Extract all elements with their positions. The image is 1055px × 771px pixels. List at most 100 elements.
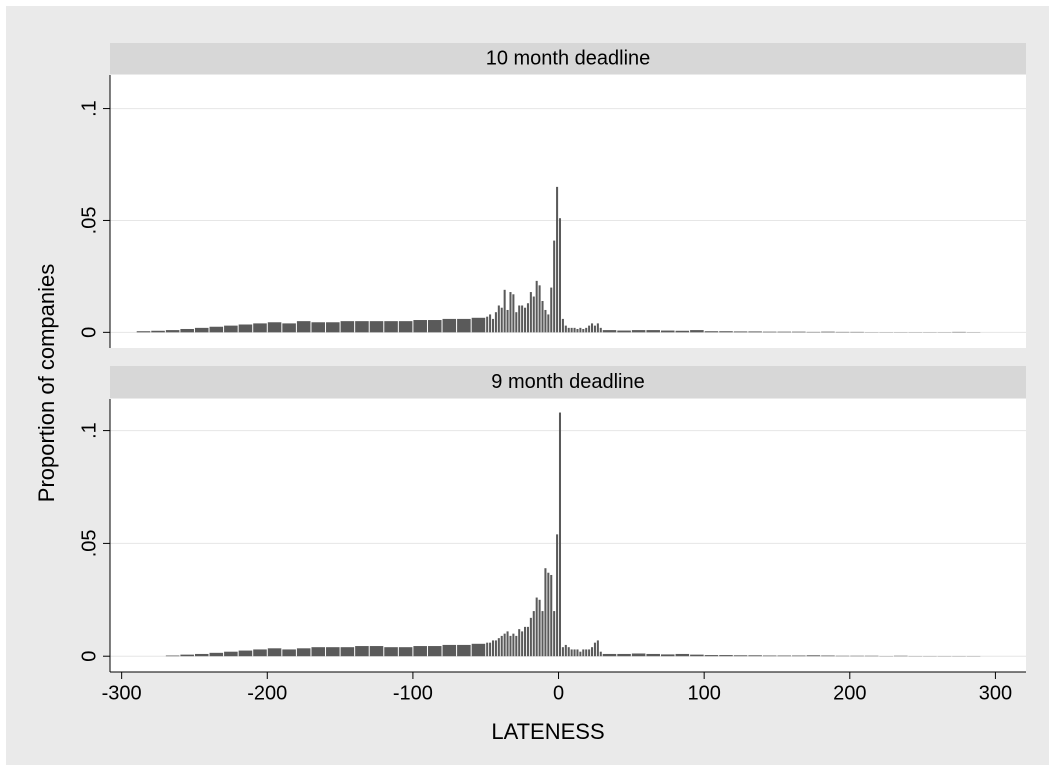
bar: [340, 647, 355, 657]
x-tick-label: 200: [833, 682, 866, 704]
bar: [296, 321, 311, 333]
bar: [675, 330, 690, 333]
bar: [326, 647, 340, 657]
y-tick-label: .05: [78, 207, 100, 235]
bar: [457, 644, 471, 657]
bar: [576, 328, 579, 333]
bar: [398, 647, 413, 657]
bar: [532, 611, 535, 657]
bar: [558, 412, 562, 657]
x-tick-label: 100: [687, 682, 720, 704]
y-tick-label: .1: [78, 422, 100, 439]
bar: [267, 648, 282, 657]
bar: [209, 652, 224, 657]
bar: [326, 322, 340, 333]
bar: [596, 640, 599, 657]
panel-title: 10 month deadline: [486, 47, 651, 69]
bar: [136, 331, 151, 333]
bar: [704, 331, 719, 333]
bar: [538, 599, 541, 657]
bar: [442, 318, 457, 333]
bar: [526, 303, 529, 333]
bar: [224, 651, 238, 657]
bar: [489, 642, 492, 657]
bar: [588, 649, 591, 657]
y-axis-label: Proportion of companies: [34, 264, 59, 502]
bar: [491, 640, 495, 657]
bar: [521, 631, 524, 657]
bar: [573, 327, 576, 333]
bar: [564, 325, 567, 333]
bar: [582, 328, 585, 333]
bar: [509, 635, 512, 657]
bar: [675, 653, 690, 657]
bar: [369, 321, 384, 333]
bar: [311, 322, 326, 333]
bar: [282, 649, 296, 657]
bar: [553, 240, 556, 333]
bar: [564, 644, 567, 657]
bar: [792, 331, 806, 333]
bar: [602, 330, 617, 333]
bar: [180, 654, 194, 657]
bar: [660, 330, 675, 333]
bar: [660, 654, 675, 657]
bar: [238, 650, 253, 657]
bar: [821, 655, 835, 657]
bar: [340, 321, 355, 333]
bar: [553, 611, 556, 657]
bar: [748, 655, 762, 657]
bar: [541, 301, 544, 333]
bar: [471, 317, 486, 333]
bar: [602, 653, 617, 657]
bar: [180, 328, 194, 333]
bar: [576, 649, 579, 657]
bar: [267, 322, 282, 333]
bar: [521, 305, 524, 333]
bar: [224, 325, 238, 333]
plot-area: [110, 75, 1026, 348]
bar: [194, 327, 209, 333]
bar: [599, 651, 602, 657]
bar: [573, 649, 576, 657]
bar: [579, 327, 582, 333]
bar: [567, 647, 570, 657]
bar: [777, 331, 792, 333]
bar: [821, 331, 835, 333]
bar: [491, 318, 495, 333]
bar: [253, 649, 267, 657]
bar: [567, 327, 570, 333]
bar: [506, 631, 509, 657]
bar: [194, 653, 209, 657]
bar: [719, 655, 733, 657]
bar: [591, 647, 594, 657]
bar: [550, 574, 553, 657]
bar: [570, 327, 573, 333]
bar: [494, 312, 497, 333]
bar: [497, 305, 500, 333]
bar: [538, 285, 541, 333]
bar: [500, 307, 503, 333]
bar: [526, 626, 529, 657]
bar: [512, 633, 515, 657]
bar: [529, 292, 532, 333]
plot-area: [110, 399, 1026, 672]
bar: [165, 330, 180, 333]
bar: [384, 647, 398, 657]
bar: [646, 653, 660, 657]
bar: [599, 327, 602, 333]
bar: [579, 651, 582, 657]
bar: [733, 655, 748, 657]
bar: [471, 643, 486, 657]
bar: [570, 649, 573, 657]
bar: [582, 649, 585, 657]
panel-title: 9 month deadline: [491, 371, 644, 393]
bar: [398, 321, 413, 333]
bar: [503, 633, 506, 657]
bar: [369, 646, 384, 657]
bar: [593, 325, 596, 333]
bar: [165, 655, 180, 657]
bar: [494, 640, 497, 657]
bar: [777, 655, 792, 657]
